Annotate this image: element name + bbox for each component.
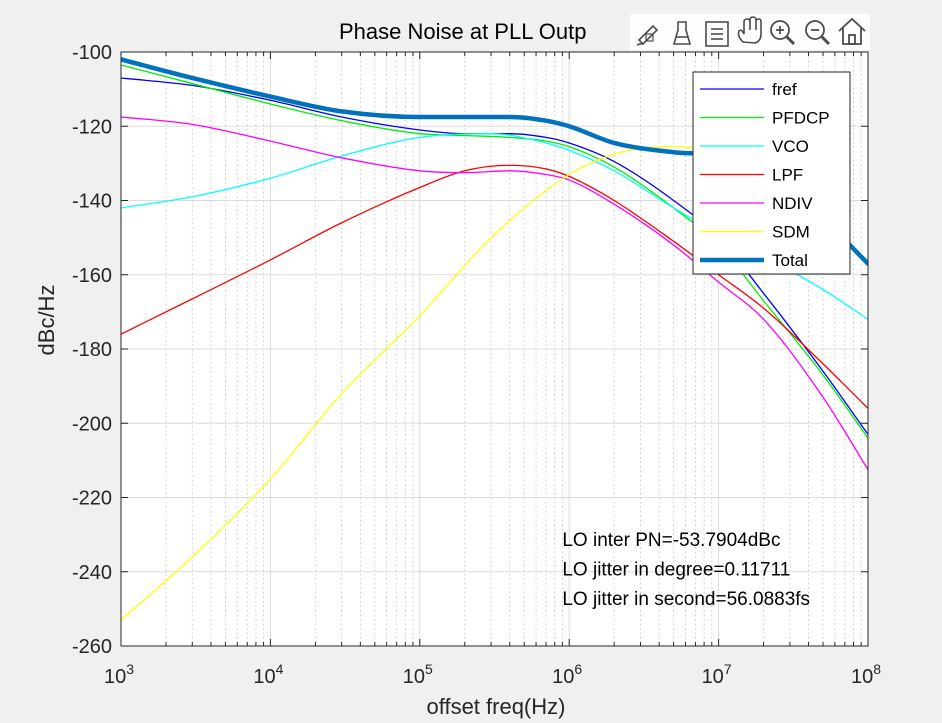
legend-icon[interactable] <box>705 21 729 47</box>
x-tick-labels: 103 104 105 106 107 108 <box>104 661 881 688</box>
series-line-lpf <box>121 164 868 410</box>
y-tick-label: -220 <box>72 488 112 510</box>
y-tick-label: -180 <box>72 339 112 361</box>
y-tick-label: -100 <box>72 42 112 64</box>
legend: fref PFDCP VCO LPF NDIV SDM Total <box>692 71 851 275</box>
y-tick-label: -120 <box>72 116 112 138</box>
series-line-sdm <box>121 146 765 621</box>
annotation-text: LO jitter in second=56.0883fs <box>562 589 810 610</box>
legend-box <box>692 71 851 275</box>
y-tick-label: -200 <box>72 413 112 435</box>
brush-icon[interactable] <box>636 24 659 46</box>
axes-toolbar <box>630 14 870 50</box>
x-tick-label: 103 <box>104 661 134 688</box>
chart-title: Phase Noise at PLL Outp <box>339 19 586 44</box>
x-tick-label: 106 <box>552 661 582 688</box>
series-line-fref <box>121 77 868 436</box>
legend-label-pfdcp: PFDCP <box>772 109 830 128</box>
legend-label-sdm: SDM <box>772 223 810 242</box>
pan-icon[interactable] <box>737 16 762 44</box>
y-tick-labels: -100 -120 -140 -160 -180 -200 -220 -240 -260 <box>72 42 112 658</box>
home-icon[interactable] <box>838 17 866 45</box>
series-line-pfdcp <box>121 64 868 439</box>
legend-label-total: Total <box>772 251 808 270</box>
annotation-text: LO inter PN=-53.7904dBc <box>562 530 780 551</box>
y-tick-label: -140 <box>72 191 112 213</box>
y-tick-label: -240 <box>72 562 112 584</box>
series-line-ndiv <box>121 116 868 471</box>
annotation-text: LO jitter in degree=0.11711 <box>562 559 790 580</box>
x-tick-label: 108 <box>851 661 881 688</box>
x-tick-label: 104 <box>253 661 283 688</box>
clear-icon[interactable] <box>672 21 692 45</box>
y-axis-label: dBc/Hz <box>34 285 59 356</box>
tick-marks <box>120 51 869 647</box>
legend-label-ndiv: NDIV <box>772 194 813 213</box>
legend-label-vco: VCO <box>772 137 809 156</box>
annotations: LO inter PN=-53.7904dBc LO jitter in degr… <box>562 530 810 610</box>
legend-label-fref: fref <box>772 80 797 99</box>
y-tick-label: -260 <box>72 636 112 658</box>
x-tick-label: 105 <box>403 661 433 688</box>
x-tick-label: 107 <box>702 661 732 688</box>
zoom-in-icon[interactable] <box>770 20 796 46</box>
zoom-out-icon[interactable] <box>805 20 831 46</box>
y-tick-label: -160 <box>72 265 112 287</box>
x-axis-label: offset freq(Hz) <box>427 694 566 719</box>
legend-label-lpf: LPF <box>772 166 803 185</box>
